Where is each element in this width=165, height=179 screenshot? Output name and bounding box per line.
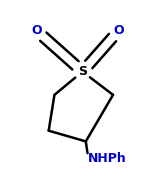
Text: O: O <box>31 24 42 37</box>
Text: NHPh: NHPh <box>88 152 127 165</box>
Text: O: O <box>114 24 124 37</box>
Text: S: S <box>78 65 87 78</box>
